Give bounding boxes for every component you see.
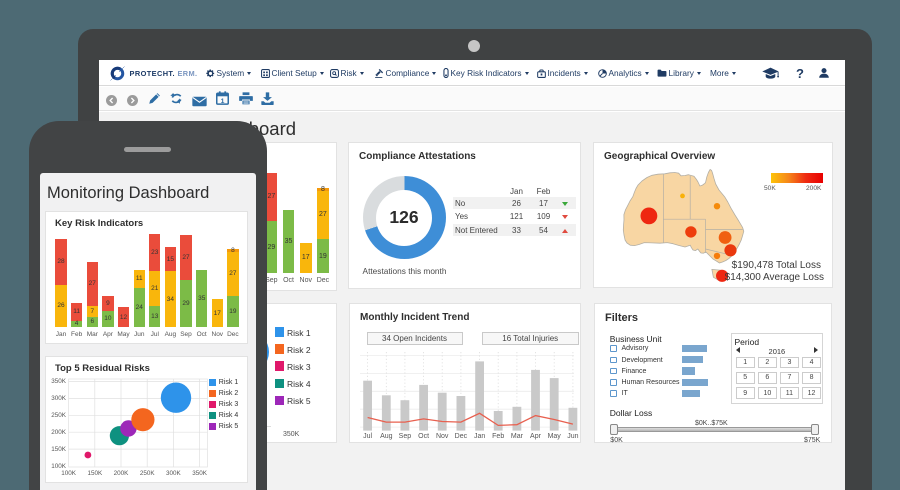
svg-text:1: 1: [221, 98, 225, 105]
